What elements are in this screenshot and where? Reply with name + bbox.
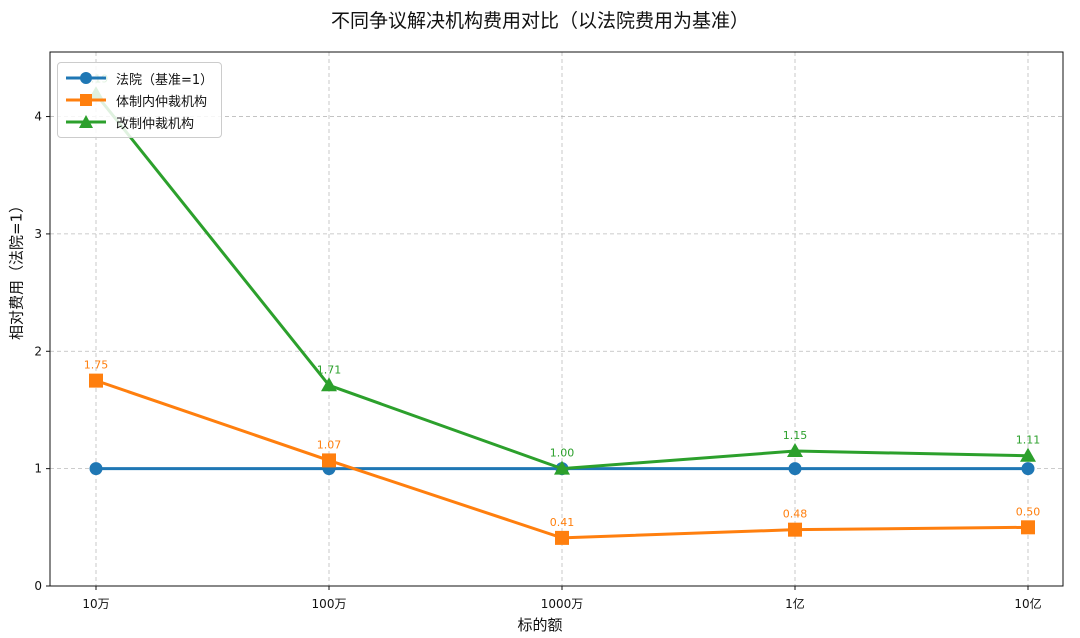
data-label: 1.75 (84, 359, 109, 372)
y-tick-label: 3 (34, 227, 42, 241)
x-tick-label: 10万 (82, 597, 109, 611)
circle-marker-icon (89, 462, 103, 476)
triangle-marker-icon (554, 460, 570, 475)
y-tick-label: 0 (34, 579, 42, 593)
square-marker-icon (89, 373, 103, 388)
data-label: 1.00 (550, 447, 575, 460)
data-label: 1.11 (1016, 434, 1041, 447)
data-label: 0.41 (550, 516, 575, 529)
legend-label: 法院（基准=1） (116, 72, 214, 88)
square-marker-icon (555, 530, 569, 545)
chart-title: 不同争议解决机构费用对比（以法院费用为基准） (330, 10, 749, 32)
x-tick-label: 1000万 (541, 597, 584, 611)
square-marker-icon (788, 522, 802, 537)
y-tick-label: 1 (34, 462, 42, 476)
circle-marker-icon (66, 72, 106, 84)
data-label: 1.07 (317, 438, 342, 451)
x-tick-label: 1亿 (785, 596, 805, 611)
legend-label: 体制内仲裁机构 (116, 94, 208, 110)
x-axis-label: 标的额 (517, 616, 563, 634)
circle-marker-icon (1021, 462, 1035, 476)
x-tick-label: 100万 (312, 597, 347, 611)
square-marker-icon (322, 453, 336, 468)
legend: 法院（基准=1） 体制内仲裁机构 改制仲裁机构 (57, 62, 223, 138)
legend-item-institutional-arbitration: 体制内仲裁机构 (64, 89, 213, 111)
plot-frame (49, 51, 1064, 587)
x-tick-label: 10亿 (1014, 596, 1041, 611)
square-marker-icon (1021, 520, 1035, 535)
data-label: 1.71 (317, 363, 342, 376)
triangle-marker-icon (1020, 447, 1036, 462)
legend-item-court: 法院（基准=1） (64, 67, 213, 89)
legend-label: 改制仲裁机构 (116, 116, 195, 132)
y-tick-label: 4 (34, 110, 42, 124)
data-label: 0.50 (1016, 505, 1041, 518)
triangle-marker-icon (787, 443, 803, 458)
triangle-marker-icon (66, 115, 106, 128)
data-label: 0.48 (783, 508, 808, 521)
legend-item-reformed-arbitration: 改制仲裁机构 (64, 111, 213, 133)
square-marker-icon (66, 94, 106, 106)
triangle-marker-icon (321, 377, 337, 392)
y-tick-label: 2 (34, 344, 42, 358)
data-label: 1.15 (783, 429, 808, 442)
circle-marker-icon (788, 462, 802, 476)
